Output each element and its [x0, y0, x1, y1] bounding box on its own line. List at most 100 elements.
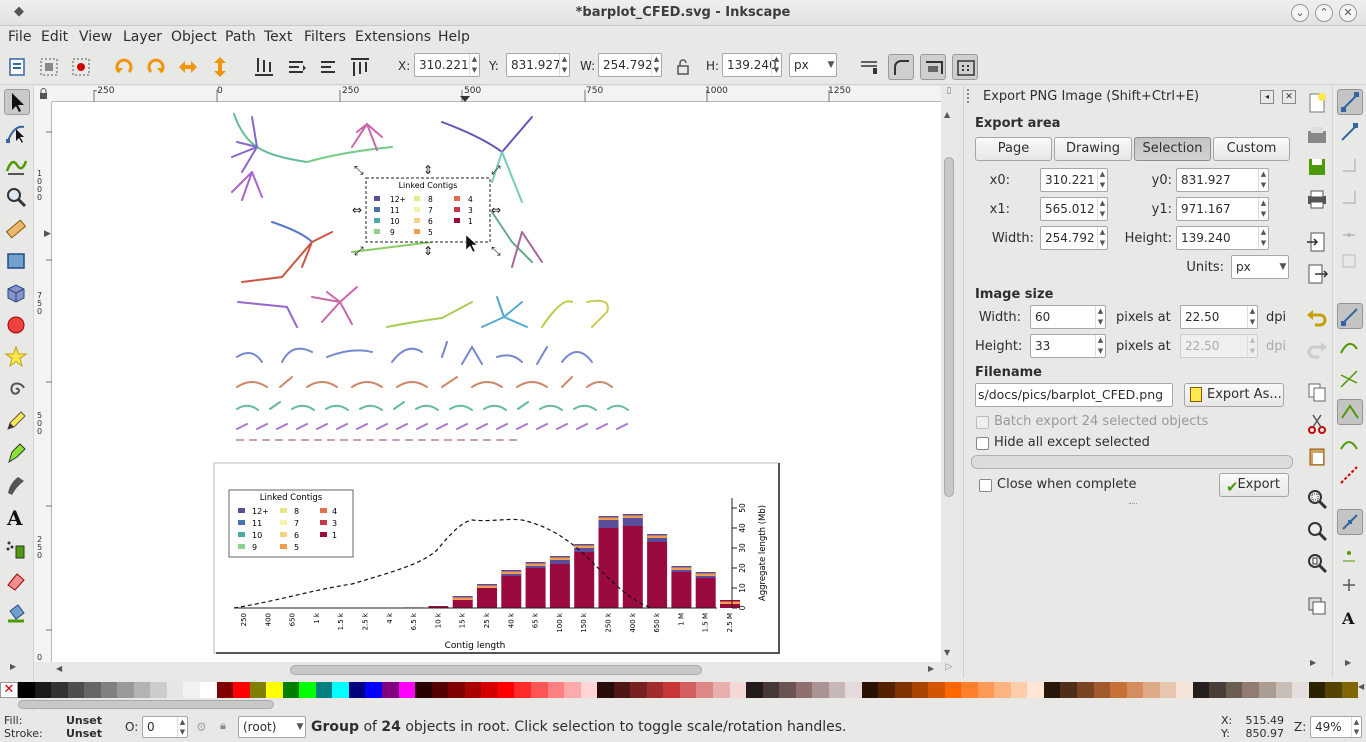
star-tool-icon[interactable] — [4, 345, 30, 371]
palette-swatch[interactable] — [1010, 682, 1028, 698]
h-field[interactable]: 139.240 ▲ ▼ — [722, 53, 782, 77]
flip-vertical-icon[interactable] — [207, 54, 233, 80]
deselect-icon[interactable] — [68, 54, 94, 80]
palette-swatch[interactable] — [1077, 682, 1094, 698]
vertical-scroll-thumb[interactable] — [944, 157, 954, 497]
palette-swatch[interactable] — [961, 682, 978, 698]
palette-swatch[interactable] — [1176, 682, 1193, 698]
raise-to-top-icon[interactable] — [347, 54, 373, 80]
area-custom-button[interactable]: Custom — [1213, 137, 1290, 161]
snap-bbox-icon[interactable] — [1337, 121, 1363, 147]
spray-tool-icon[interactable] — [4, 537, 30, 563]
menu-edit[interactable]: Edit — [41, 29, 69, 45]
no-paint-swatch[interactable]: ✕ — [0, 682, 18, 698]
redo-icon[interactable] — [1305, 337, 1329, 361]
bucket-tool-icon[interactable] — [4, 601, 30, 627]
area-selection-button[interactable]: Selection — [1134, 137, 1211, 161]
palette-swatch[interactable] — [1341, 682, 1359, 698]
palette-swatch[interactable] — [729, 682, 747, 698]
palette-swatch[interactable] — [663, 682, 680, 698]
scale-corners-icon[interactable] — [888, 54, 914, 80]
raise-icon[interactable] — [315, 54, 341, 80]
undo-icon[interactable] — [1305, 305, 1329, 329]
paste-icon[interactable] — [1305, 444, 1329, 468]
palette-swatch[interactable] — [200, 682, 217, 698]
dialog-close-button[interactable]: ✕ — [1282, 90, 1296, 104]
palette-swatch[interactable] — [679, 682, 697, 698]
palette-swatch[interactable] — [448, 682, 465, 698]
dialog-iconify-button[interactable]: ◂ — [1260, 90, 1274, 104]
stroke-value[interactable]: Unset — [66, 727, 103, 740]
close-when-complete-checkbox[interactable] — [979, 479, 992, 492]
palette-swatch[interactable] — [1093, 682, 1111, 698]
snap-cusp-nodes-icon[interactable] — [1337, 399, 1363, 425]
palette-swatch[interactable] — [1225, 682, 1243, 698]
palette-swatch[interactable] — [51, 682, 68, 698]
palette-swatch[interactable] — [34, 682, 52, 698]
palette-swatch[interactable] — [1192, 682, 1210, 698]
eraser-tool-icon[interactable] — [4, 569, 30, 595]
palette-swatch[interactable] — [894, 682, 912, 698]
palette-swatch[interactable] — [348, 682, 366, 698]
toolbox-more-icon[interactable]: ▶ — [44, 229, 51, 239]
minimize-button[interactable]: ⌄ — [1291, 4, 1309, 22]
zoom-tool-icon[interactable] — [4, 185, 30, 211]
palette-swatch[interactable] — [1143, 682, 1160, 698]
menu-extensions[interactable]: Extensions — [355, 29, 432, 45]
zoom-selection-icon[interactable] — [1305, 487, 1329, 511]
units-select[interactable]: px ▼ — [1231, 255, 1289, 279]
ruler-toggle-icon[interactable]: ▯ — [946, 86, 952, 96]
x-field[interactable]: 310.221 ▲ ▼ — [414, 53, 480, 77]
palette-swatch[interactable] — [944, 682, 962, 698]
palette-swatch[interactable] — [828, 682, 846, 698]
palette-swatch[interactable] — [1242, 682, 1260, 698]
area-drawing-button[interactable]: Drawing — [1054, 137, 1132, 161]
palette-swatch[interactable] — [1027, 682, 1044, 698]
palette-swatch[interactable] — [84, 682, 101, 698]
palette-swatch[interactable] — [216, 682, 234, 698]
palette-swatch[interactable] — [183, 682, 201, 698]
dpi-field[interactable]: 22.50 ▲ ▼ — [1180, 305, 1258, 329]
y1-field[interactable]: 971.167 ▲ ▼ — [1176, 197, 1269, 221]
drawing-canvas[interactable]: Linked Contigs 12+ 8 4 11 7 3 10 6 1 9 5… — [52, 102, 941, 662]
palette-swatch[interactable] — [299, 682, 316, 698]
palette-scrollbar[interactable] — [0, 698, 1366, 711]
select-all-layers-icon[interactable] — [36, 54, 62, 80]
lower-to-bottom-icon[interactable] — [251, 54, 277, 80]
open-icon[interactable] — [1305, 123, 1329, 147]
palette-swatch[interactable] — [1159, 682, 1177, 698]
y-field[interactable]: 831.927 ▲ ▼ — [506, 53, 570, 77]
menu-view[interactable]: View — [79, 29, 113, 45]
palette-swatch[interactable] — [762, 682, 780, 698]
palette-swatch[interactable] — [977, 682, 995, 698]
snap-smooth-nodes-icon[interactable] — [1337, 431, 1363, 457]
palette-swatch[interactable] — [398, 682, 416, 698]
palette-swatch[interactable] — [1325, 682, 1342, 698]
import-icon[interactable] — [1305, 230, 1329, 254]
snap-more-icon[interactable]: ▶ — [1345, 658, 1352, 667]
toolbox-expand-icon[interactable]: ▶ — [10, 662, 17, 671]
palette-swatch[interactable] — [249, 682, 267, 698]
spiral-tool-icon[interactable] — [4, 377, 30, 403]
palette-swatch[interactable] — [1126, 682, 1144, 698]
dialog-grip[interactable] — [967, 89, 975, 103]
maximize-button[interactable]: ⌃ — [1315, 4, 1333, 22]
palette-swatch[interactable] — [845, 682, 862, 698]
palette-swatch[interactable] — [994, 682, 1011, 698]
palette-swatch[interactable] — [530, 682, 548, 698]
filename-input[interactable]: s/docs/pics/barplot_CFED.png — [975, 383, 1173, 407]
horizontal-scrollbar[interactable]: ◀ ▶ — [52, 662, 941, 678]
area-page-button[interactable]: Page — [975, 137, 1052, 161]
transform-patterns-icon[interactable] — [952, 54, 978, 80]
palette-swatch[interactable] — [696, 682, 713, 698]
palette-swatch[interactable] — [564, 682, 581, 698]
snap-bbox-center-icon[interactable] — [1337, 249, 1363, 275]
palette-swatch[interactable] — [1308, 682, 1326, 698]
vertical-scrollbar[interactable]: ▲ ▼ — [941, 102, 957, 662]
hide-all-checkbox[interactable] — [976, 437, 989, 450]
commands-more-icon[interactable]: ▶ — [1310, 658, 1317, 667]
cut-icon[interactable] — [1305, 412, 1329, 436]
palette-swatch[interactable] — [481, 682, 498, 698]
pencil-tool-icon[interactable] — [4, 409, 30, 435]
palette-swatch[interactable] — [712, 682, 730, 698]
